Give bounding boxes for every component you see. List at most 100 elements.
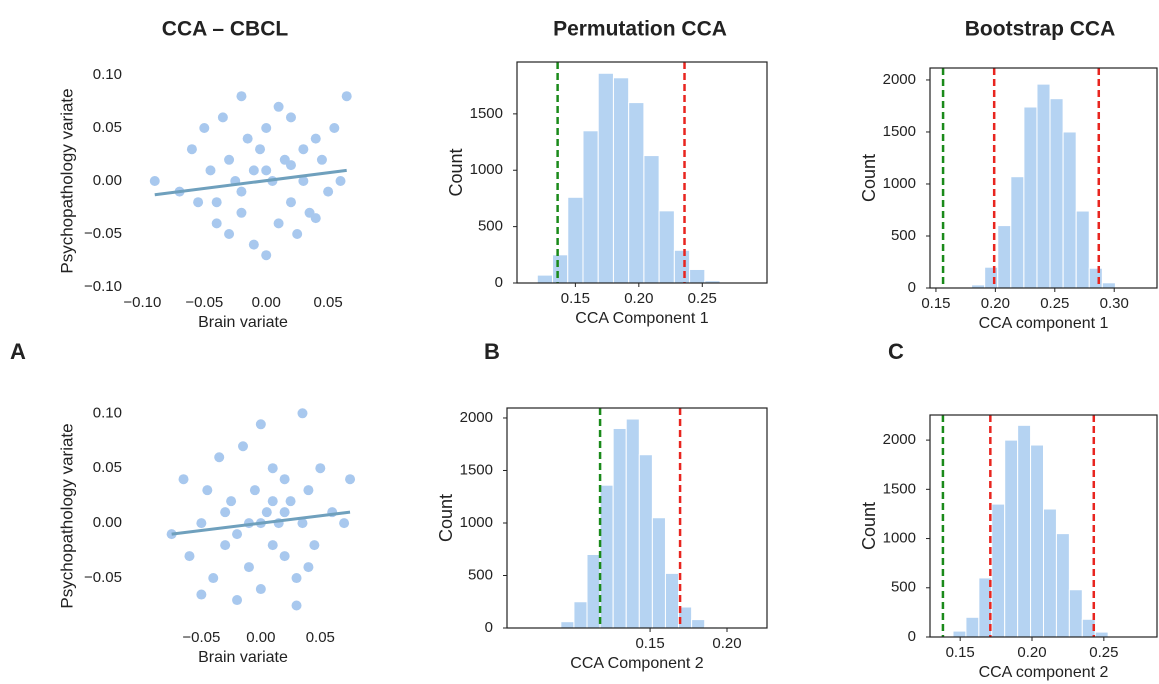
x-axis-label: CCA component 2: [979, 664, 1109, 681]
x-axis-label: Brain variate: [198, 649, 288, 666]
x-axis-label: Brain variate: [198, 314, 288, 331]
x-tick-label: 0.25: [1089, 644, 1118, 661]
x-axis-label: CCA component 1: [979, 315, 1109, 332]
point: [273, 218, 284, 229]
y-tick-label: 500: [468, 566, 493, 583]
point: [238, 441, 248, 452]
point: [345, 474, 356, 485]
bar: [1101, 282, 1116, 289]
point: [285, 160, 296, 171]
y-tick-label: 0: [908, 279, 916, 296]
y-tick-label: 0.05: [93, 459, 122, 476]
bar: [673, 249, 691, 284]
bar: [997, 225, 1012, 289]
point: [186, 144, 197, 155]
y-tick-label: 0.00: [93, 172, 122, 189]
bar: [582, 130, 599, 284]
y-tick-label: 500: [891, 579, 916, 596]
x-tick-label: 0.00: [246, 629, 275, 646]
x-tick-label: −0.05: [185, 294, 223, 311]
bar: [664, 572, 680, 629]
y-tick-label: 0: [495, 274, 503, 291]
bar: [536, 274, 554, 284]
bar: [1017, 424, 1032, 638]
point: [232, 529, 243, 540]
bar: [689, 268, 706, 284]
x-tick-label: −0.05: [182, 629, 220, 646]
bar: [658, 210, 675, 284]
point: [226, 496, 237, 507]
bar: [1055, 533, 1070, 638]
point: [255, 144, 266, 155]
bar: [1030, 444, 1044, 638]
y-tick-label: 0.10: [93, 404, 122, 421]
x-tick-label: 0.00: [252, 294, 281, 311]
point: [249, 485, 260, 496]
point: [291, 600, 302, 611]
point: [285, 197, 296, 208]
y-tick-label: 2000: [460, 409, 493, 426]
point: [267, 540, 278, 551]
bar: [612, 77, 630, 284]
y-axis-label: Count: [436, 494, 456, 542]
point: [242, 133, 253, 144]
point: [199, 123, 210, 133]
point: [267, 463, 278, 474]
x-tick-label: 0.05: [306, 629, 335, 646]
point: [220, 507, 231, 518]
x-tick-label: 0.20: [624, 290, 653, 307]
axes-frame: [929, 67, 1158, 289]
point: [224, 154, 235, 165]
y-axis-label: Psychopathology variate: [57, 88, 76, 273]
bar: [612, 427, 627, 629]
y-tick-label: −0.05: [84, 569, 122, 586]
point: [202, 485, 213, 496]
trend-line: [171, 510, 351, 536]
bar: [984, 266, 999, 289]
point: [285, 112, 296, 123]
y-axis-label: Count: [446, 148, 466, 196]
point: [303, 562, 314, 573]
point: [339, 518, 350, 529]
bar: [1010, 176, 1025, 289]
point: [261, 250, 272, 261]
point: [285, 496, 296, 507]
point: [178, 474, 189, 485]
bar: [573, 601, 588, 629]
bar: [991, 503, 1006, 638]
point: [298, 176, 309, 186]
axes-frame: [506, 407, 768, 629]
point: [279, 507, 290, 518]
bar: [638, 454, 653, 629]
axes-frame: [516, 61, 768, 284]
x-axis-label: CCA Component 2: [570, 655, 704, 672]
y-axis-label: Psychopathology variate: [57, 423, 76, 608]
point: [298, 144, 309, 155]
point: [316, 154, 327, 165]
x-tick-label: 0.15: [561, 290, 590, 307]
point: [248, 239, 259, 250]
point: [220, 540, 231, 551]
point: [261, 507, 272, 518]
point: [184, 551, 195, 562]
point: [236, 91, 247, 102]
y-tick-label: 500: [891, 227, 916, 244]
bar: [643, 155, 660, 284]
point: [292, 229, 303, 239]
point: [323, 186, 334, 197]
point: [205, 165, 216, 176]
x-tick-label: 0.15: [921, 295, 950, 312]
x-tick-label: 0.15: [635, 635, 664, 652]
point: [279, 474, 290, 485]
y-tick-label: 0.10: [93, 66, 122, 83]
y-tick-label: 1500: [460, 461, 493, 478]
y-tick-label: 0.00: [93, 514, 122, 531]
point: [214, 452, 225, 463]
point: [315, 463, 326, 474]
point: [329, 123, 340, 133]
x-tick-label: −0.10: [123, 294, 161, 311]
panel-label: A: [10, 339, 26, 364]
bar: [560, 621, 575, 629]
bar: [1068, 589, 1083, 638]
